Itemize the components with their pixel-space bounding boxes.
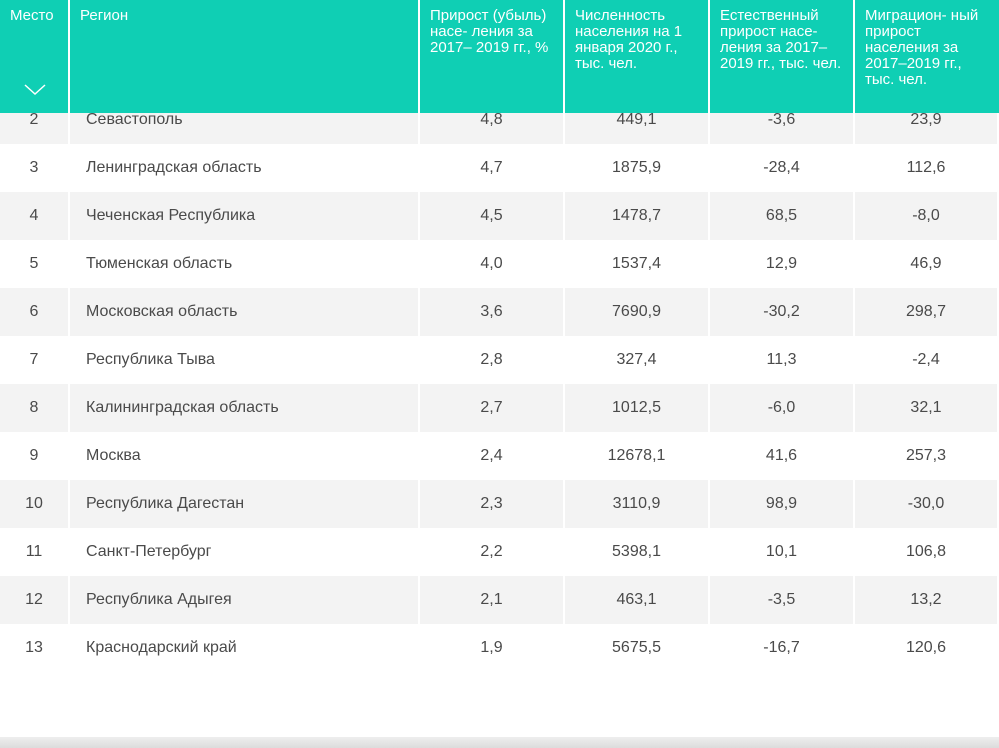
cell-population: 5675,5 <box>565 624 710 672</box>
cell-growth: 2,1 <box>420 576 565 624</box>
cell-region: Краснодарский край <box>70 624 420 672</box>
column-header-natural[interactable]: Естественный прирост насе- ления за 2017… <box>710 0 855 113</box>
cell-population: 5398,1 <box>565 528 710 576</box>
cell-natural: -28,4 <box>710 144 855 192</box>
cell-natural: 11,3 <box>710 336 855 384</box>
cell-region: Республика Дагестан <box>70 480 420 528</box>
column-header-natural-label: Естественный прирост насе- ления за 2017… <box>720 7 842 72</box>
cell-rank: 9 <box>0 432 70 480</box>
cell-rank: 11 <box>0 528 70 576</box>
cell-growth: 3,6 <box>420 288 565 336</box>
cell-population: 7690,9 <box>565 288 710 336</box>
cell-population: 1478,7 <box>565 192 710 240</box>
cell-natural: 41,6 <box>710 432 855 480</box>
cell-rank: 10 <box>0 480 70 528</box>
cell-rank: 6 <box>0 288 70 336</box>
cell-region: Республика Адыгея <box>70 576 420 624</box>
cell-growth: 2,4 <box>420 432 565 480</box>
cell-rank: 12 <box>0 576 70 624</box>
cell-natural: -30,2 <box>710 288 855 336</box>
cell-population: 3110,9 <box>565 480 710 528</box>
cell-migration: 112,6 <box>855 144 999 192</box>
cell-population: 1012,5 <box>565 384 710 432</box>
cell-growth: 1,9 <box>420 624 565 672</box>
cell-growth: 4,0 <box>420 240 565 288</box>
cell-growth: 2,2 <box>420 528 565 576</box>
cell-rank: 4 <box>0 192 70 240</box>
column-header-migration-label: Миграцион- ный прирост населения за 2017… <box>865 7 979 88</box>
cell-region: Калининградская область <box>70 384 420 432</box>
cell-region: Москва <box>70 432 420 480</box>
cell-natural: -3,5 <box>710 576 855 624</box>
cell-growth: 4,5 <box>420 192 565 240</box>
cell-migration: 46,9 <box>855 240 999 288</box>
cell-rank: 13 <box>0 624 70 672</box>
cell-rank: 3 <box>0 144 70 192</box>
column-header-growth-label: Прирост (убыль) насе- ления за 2017– 201… <box>430 7 549 56</box>
cell-region: Тюменская область <box>70 240 420 288</box>
cell-region: Республика Тыва <box>70 336 420 384</box>
cell-rank: 8 <box>0 384 70 432</box>
cell-natural: 68,5 <box>710 192 855 240</box>
column-header-growth[interactable]: Прирост (убыль) насе- ления за 2017– 201… <box>420 0 565 113</box>
scroll-fade <box>0 737 999 748</box>
cell-population: 327,4 <box>565 336 710 384</box>
cell-migration: 106,8 <box>855 528 999 576</box>
cell-migration: 120,6 <box>855 624 999 672</box>
cell-migration: -30,0 <box>855 480 999 528</box>
cell-natural: 12,9 <box>710 240 855 288</box>
cell-region: Ленинградская область <box>70 144 420 192</box>
cell-migration: 257,3 <box>855 432 999 480</box>
cell-growth: 4,7 <box>420 144 565 192</box>
cell-migration: 298,7 <box>855 288 999 336</box>
chevron-down-icon[interactable] <box>24 84 46 96</box>
column-header-population[interactable]: Численность населения на 1 января 2020 г… <box>565 0 710 113</box>
column-header-region[interactable]: Регион <box>70 0 420 113</box>
column-header-region-label: Регион <box>80 7 129 24</box>
cell-migration: 32,1 <box>855 384 999 432</box>
cell-growth: 2,7 <box>420 384 565 432</box>
column-header-rank[interactable]: Место <box>0 0 70 113</box>
cell-migration: 13,2 <box>855 576 999 624</box>
cell-population: 1537,4 <box>565 240 710 288</box>
cell-rank: 5 <box>0 240 70 288</box>
cell-rank: 7 <box>0 336 70 384</box>
cell-region: Чеченская Республика <box>70 192 420 240</box>
cell-growth: 2,8 <box>420 336 565 384</box>
cell-growth: 2,3 <box>420 480 565 528</box>
column-header-population-label: Численность населения на 1 января 2020 г… <box>575 7 683 72</box>
column-header-migration[interactable]: Миграцион- ный прирост населения за 2017… <box>855 0 999 113</box>
cell-natural: 10,1 <box>710 528 855 576</box>
cell-region: Московская область <box>70 288 420 336</box>
cell-migration: -2,4 <box>855 336 999 384</box>
cell-natural: 98,9 <box>710 480 855 528</box>
cell-natural: -6,0 <box>710 384 855 432</box>
cell-population: 1875,9 <box>565 144 710 192</box>
cell-population: 463,1 <box>565 576 710 624</box>
cell-natural: -16,7 <box>710 624 855 672</box>
cell-region: Санкт-Петербург <box>70 528 420 576</box>
cell-migration: -8,0 <box>855 192 999 240</box>
column-header-rank-label: Место <box>10 7 54 24</box>
cell-population: 12678,1 <box>565 432 710 480</box>
